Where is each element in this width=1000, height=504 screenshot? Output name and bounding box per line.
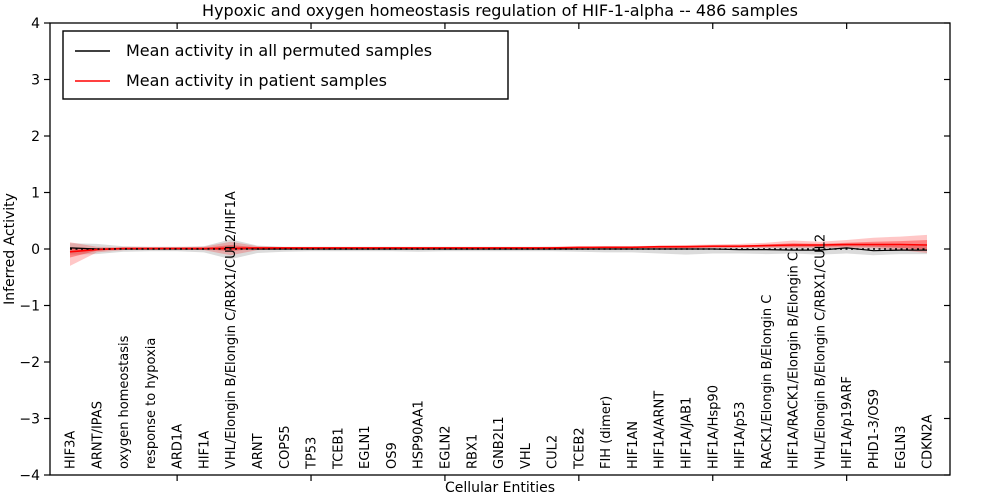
y-tick-label: −4 — [19, 468, 40, 484]
x-tick-label: HIF1A/p19ARF — [840, 376, 855, 469]
x-tick-label: CDKN2A — [921, 414, 936, 469]
x-tick-label: EGLN1 — [358, 425, 373, 469]
x-tick-label: FIH (dimer) — [599, 396, 614, 469]
x-tick-label: GNB2L1 — [492, 416, 507, 469]
y-tick-label: −1 — [19, 299, 40, 315]
y-tick-label: 0 — [31, 242, 40, 258]
x-tick-label: CUL2 — [546, 435, 561, 469]
x-tick-label: HIF1A/Hsp90 — [706, 385, 721, 469]
y-tick-label: 1 — [31, 186, 40, 202]
x-tick-label: HSP90AA1 — [412, 400, 427, 469]
x-tick-label: VHL/Elongin B/Elongin C/RBX1/CUL2 — [813, 234, 828, 469]
legend: Mean activity in all permuted samples Me… — [62, 30, 509, 100]
x-tick-label: oxygen homeostasis — [117, 335, 132, 469]
x-tick-label: COPS5 — [278, 425, 293, 469]
y-tick-label: −2 — [19, 355, 40, 371]
x-tick-label: HIF3A — [64, 431, 79, 469]
x-tick-label: ARD1A — [171, 424, 186, 469]
legend-box — [62, 30, 509, 100]
x-tick-label: response to hypoxia — [144, 338, 159, 469]
legend-label-permuted: Mean activity in all permuted samples — [126, 41, 432, 60]
x-tick-label: HIF1A — [197, 431, 212, 469]
x-axis-label: Cellular Entities — [445, 480, 555, 496]
x-tick-label: HIF1A/p53 — [733, 402, 748, 469]
chart-title: Hypoxic and oxygen homeostasis regulatio… — [202, 1, 798, 20]
x-tick-label: OS9 — [385, 442, 400, 469]
x-tick-label: HIF1A/JAB1 — [680, 397, 695, 469]
x-tick-label: ARNT — [251, 433, 266, 469]
y-tick-label: −3 — [19, 412, 40, 428]
x-tick-label: ARNT/IPAS — [90, 401, 105, 469]
x-tick-label: VHL/Elongin B/Elongin C/RBX1/CUL2/HIF1A — [224, 191, 239, 469]
patient-mean-line — [69, 243, 928, 253]
y-tick-label: 4 — [31, 16, 40, 32]
x-tick-label: HIF1AN — [626, 421, 641, 469]
plot-area: −4 −3 −2 −1 0 1 2 3 4 HIF3A ARNT/IPAS oxygen homeos… — [19, 16, 950, 484]
x-tick-label: EGLN2 — [438, 425, 453, 469]
x-tick-label: VHL — [519, 442, 534, 469]
x-tick-label: HIF1A/ARNT — [653, 391, 668, 469]
x-tick-label: RBX1 — [465, 434, 480, 469]
x-tick-label: TCEB1 — [331, 427, 346, 470]
x-tick-label: RACK1/Elongin B/Elongin C — [760, 295, 775, 469]
x-tick-label: TP53 — [305, 437, 320, 470]
legend-label-patient: Mean activity in patient samples — [126, 71, 387, 90]
patient-confidence-band-outer — [70, 234, 927, 266]
x-tick-label: HIF1A/RACK1/Elongin B/Elongin C — [787, 252, 802, 469]
y-tick-label: 3 — [31, 73, 40, 89]
y-tick-label: 2 — [31, 129, 40, 145]
x-tick-label: TCEB2 — [572, 427, 587, 470]
plot-frame — [49, 22, 951, 476]
y-axis-label: Inferred Activity — [2, 193, 18, 305]
x-tick-label: PHD1-3/OS9 — [867, 389, 882, 469]
x-tick-label: EGLN3 — [894, 425, 909, 469]
